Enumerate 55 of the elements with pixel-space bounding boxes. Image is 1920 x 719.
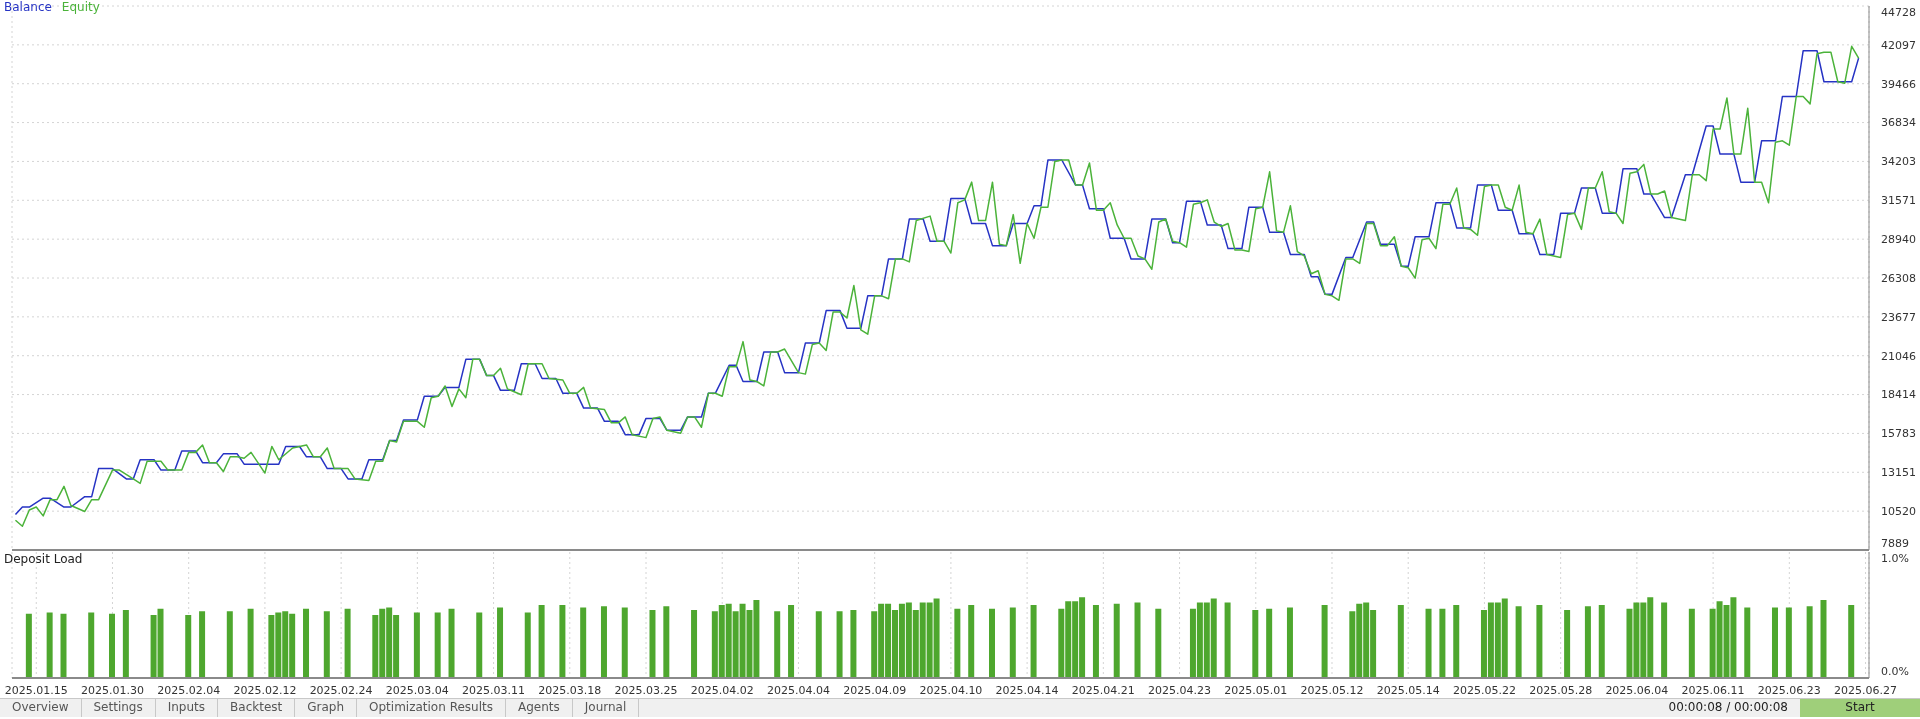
x-tick-label: 2025.06.27 <box>1834 683 1898 697</box>
x-tick-label: 2025.04.21 <box>1071 683 1135 697</box>
text: Journal <box>572 699 640 717</box>
x-tick-label: 2025.04.23 <box>1148 683 1212 697</box>
x-tick-label: 2025.02.04 <box>157 683 221 697</box>
text: Backtest <box>218 699 296 717</box>
text: Equity <box>61 0 100 14</box>
text: Overview <box>0 699 82 717</box>
y-tick-label: 21046 <box>1881 349 1916 363</box>
x-tick-label: 2025.06.04 <box>1605 683 1669 697</box>
x-tick-label: 2025.05.14 <box>1376 683 1440 697</box>
x-tick-label: 2025.04.02 <box>690 683 754 697</box>
x-tick-label: 2025.02.12 <box>233 683 297 697</box>
x-tick-label: 2025.05.01 <box>1224 683 1288 697</box>
y-tick-label: 23677 <box>1881 310 1916 324</box>
x-tick-label: 2025.01.15 <box>4 683 68 697</box>
x-tick-label: 2025.06.23 <box>1757 683 1821 697</box>
y-tick-label: 13151 <box>1881 466 1916 480</box>
x-tick-label: 2025.03.25 <box>614 683 678 697</box>
x-tick-label: 2025.04.04 <box>766 683 830 697</box>
text: 00:00:08 / 00:00:08 <box>1667 699 1789 716</box>
y-tick-label: 26308 <box>1881 271 1916 285</box>
x-tick-label: 2025.02.24 <box>309 683 373 697</box>
y-tick-label: 1.0% <box>1881 552 1909 566</box>
y-tick-label: 0.0% <box>1881 665 1909 679</box>
x-tick-label: 2025.03.18 <box>538 683 602 697</box>
y-tick-label: 44728 <box>1881 6 1916 20</box>
text: Optimization Results <box>357 699 506 717</box>
text: Graph <box>295 699 358 717</box>
x-tick-label: 2025.04.14 <box>995 683 1059 697</box>
text: Balance <box>4 0 52 14</box>
text: Inputs <box>155 699 219 717</box>
y-tick-label: 10520 <box>1881 505 1916 518</box>
text: Start <box>1800 699 1920 717</box>
y-tick-label: 28940 <box>1881 232 1916 246</box>
x-tick-label: 2025.06.11 <box>1681 683 1745 697</box>
y-tick-label: 7889 <box>1881 537 1909 551</box>
x-tick-label: 2025.05.12 <box>1300 683 1364 697</box>
x-tick-label: 2025.05.22 <box>1452 683 1516 697</box>
y-tick-label: 15783 <box>1881 427 1916 441</box>
y-tick-label: 31571 <box>1881 194 1916 208</box>
chart-title: Deposit Load <box>4 552 83 566</box>
x-tick-label: 2025.05.28 <box>1529 683 1593 697</box>
x-tick-label: 2025.03.11 <box>462 683 526 697</box>
x-tick-label: 2025.01.30 <box>80 683 144 697</box>
text: Settings <box>81 699 156 717</box>
y-tick-label: 36834 <box>1881 116 1916 130</box>
text: Agents <box>505 699 573 717</box>
y-tick-label: 42097 <box>1881 38 1916 52</box>
y-tick-label: 39466 <box>1881 77 1916 91</box>
x-tick-label: 2025.03.04 <box>385 683 449 697</box>
y-tick-label: 34203 <box>1881 155 1916 169</box>
y-tick-label: 18414 <box>1881 388 1916 402</box>
x-tick-label: 2025.04.10 <box>919 683 983 697</box>
x-tick-label: 2025.04.09 <box>843 683 907 697</box>
